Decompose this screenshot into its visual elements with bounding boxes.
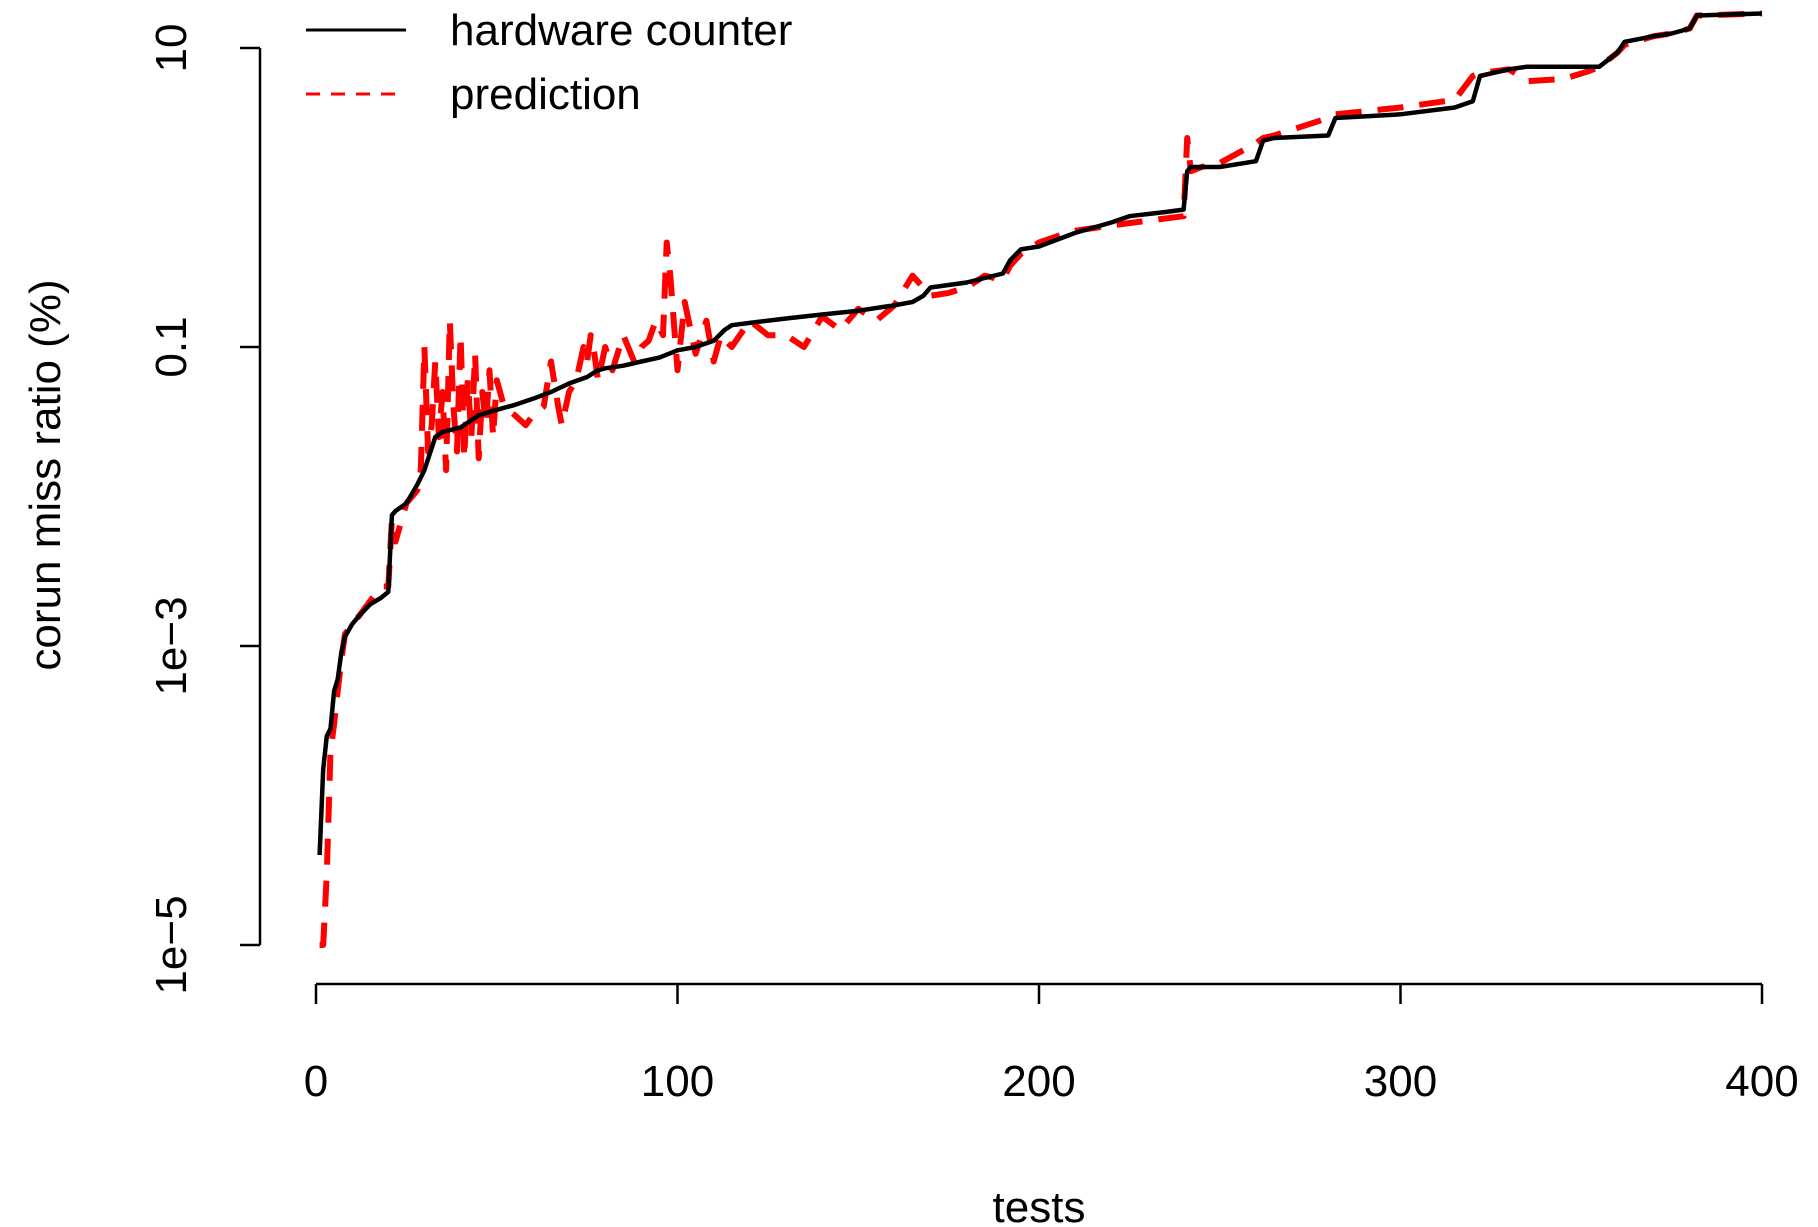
legend: hardware counter prediction: [306, 6, 792, 119]
x-tick-label: 0: [304, 1057, 328, 1106]
legend-label: hardware counter: [450, 6, 792, 55]
y-tick-label: 10: [147, 24, 196, 73]
series-line-prediction: [319, 10, 1763, 948]
y-tick-label: 1e−5: [147, 895, 196, 994]
y-axis-title: corun miss ratio (%): [21, 279, 70, 670]
x-tick-label: 400: [1725, 1057, 1798, 1106]
x-tick-label: 100: [641, 1057, 714, 1106]
y-axis: 1e−5 1e−3 0.1 10: [147, 24, 262, 995]
y-tick-label: 1e−3: [147, 596, 196, 695]
x-axis: 0 100 200 300 400: [304, 982, 1799, 1106]
x-tick-label: 300: [1364, 1057, 1437, 1106]
x-axis-title: tests: [993, 1183, 1086, 1227]
y-tick-label: 0.1: [147, 316, 196, 377]
x-tick-label: 200: [1002, 1057, 1075, 1106]
plot-lines: [317, 10, 1763, 948]
series-line-hardware-counter: [317, 11, 1763, 856]
legend-label: prediction: [450, 70, 641, 119]
